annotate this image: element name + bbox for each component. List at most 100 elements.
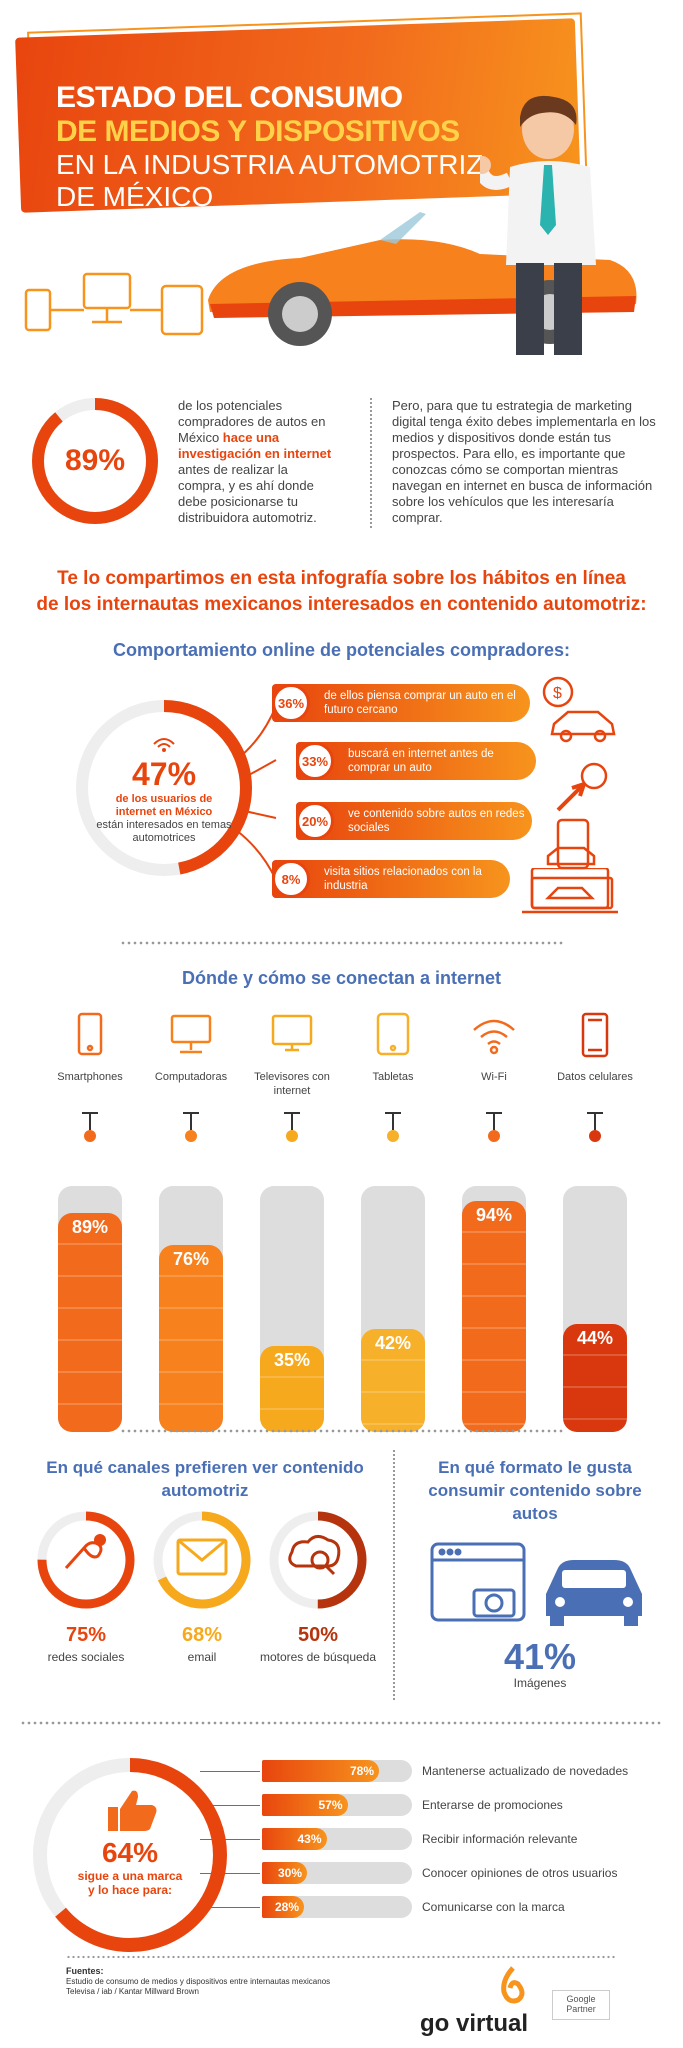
behavior-title: Comportamiento online de potenciales com… xyxy=(112,640,571,660)
bar-track xyxy=(563,1186,627,1432)
go-virtual-logo-mark xyxy=(501,1966,525,2004)
bar-track xyxy=(361,1186,425,1432)
behavior-pct-2: 33% xyxy=(296,742,334,780)
share-line-2: de los internautas mexicanos interesados… xyxy=(36,594,647,615)
behavior-item-2: buscará en internet antes de comprar un … xyxy=(296,742,536,780)
section-divider-1 xyxy=(120,940,563,946)
stat-64-content: 64% sigue a una marca y lo hace para: xyxy=(50,1775,210,1897)
bar xyxy=(361,1328,425,1432)
reason-bar: 78% xyxy=(262,1760,379,1782)
reason-connector xyxy=(200,1873,260,1874)
reason-connector xyxy=(200,1805,260,1806)
bar xyxy=(563,1323,627,1432)
channels-list: 75% redes sociales 68% email 50% motores de b… xyxy=(20,1510,390,1700)
connector-dot xyxy=(387,1130,399,1142)
reason-label: Conocer opiniones de otros usuarios xyxy=(422,1866,618,1880)
wifi-icon xyxy=(469,1010,519,1060)
source-2: Televisa / iab / Kantar Millward Brown xyxy=(66,1987,199,1996)
category-label: Tabletas xyxy=(372,1071,414,1083)
share-line-1: Te lo compartimos en esta infografía sob… xyxy=(57,568,626,589)
title-line-1: ESTADO DEL CONSUMO xyxy=(56,81,403,114)
reason-connector xyxy=(200,1907,260,1908)
stat-47-rest: están interesados en temas automotrices xyxy=(96,819,232,844)
svg-text:$: $ xyxy=(553,685,562,702)
category-label: Datos celulares xyxy=(557,1071,633,1083)
behavior-text-2: buscará en internet antes de comprar un … xyxy=(348,748,494,774)
intro-left-highlight: hace una investigación en internet xyxy=(178,430,332,461)
sources-title: Fuentes: xyxy=(66,1966,104,1976)
connection-bar-chart: Smartphones 89% Computadoras 76% Televisores… xyxy=(0,1000,683,1432)
reason-bar: 30% xyxy=(262,1862,307,1884)
connector-dot xyxy=(488,1130,500,1142)
connector-stem xyxy=(594,1112,596,1130)
bar-value-label: 42% xyxy=(374,1332,412,1353)
intro-left-post: antes de realizar la compra, y es ahí do… xyxy=(178,462,317,525)
category-label: Wi-Fi xyxy=(481,1071,507,1083)
bar-value-label: 44% xyxy=(576,1327,614,1348)
computer-icon xyxy=(166,1010,216,1060)
bar-value-label: 89% xyxy=(71,1217,109,1238)
stat-64-ring xyxy=(33,1758,227,1952)
reason-track: 57% xyxy=(262,1794,412,1816)
connector-dot xyxy=(286,1130,298,1142)
behavior-pct-1: 36% xyxy=(272,684,310,722)
reason-label: Enterarse de promociones xyxy=(422,1798,563,1812)
behavior-text-3: ve contenido sobre autos en redes social… xyxy=(348,808,525,834)
category-label: Smartphones xyxy=(57,1071,123,1083)
email-icon xyxy=(152,1510,252,1610)
bar xyxy=(260,1345,324,1432)
channel-pct: 50% xyxy=(297,1624,339,1646)
behavior-item-4: visita sitios relacionados con la indust… xyxy=(272,860,510,898)
format-label: Imágenes xyxy=(513,1676,567,1690)
channel-pct: 68% xyxy=(181,1624,223,1646)
tablet-icon xyxy=(368,1010,418,1060)
footer-sources: Fuentes: Estudio de consumo de medios y … xyxy=(66,1966,330,1997)
channel-pct: 75% xyxy=(65,1624,107,1646)
salesman-illustration xyxy=(480,95,596,355)
connector-stem xyxy=(392,1112,394,1130)
connector-stem xyxy=(190,1112,192,1130)
wifi-small-icon xyxy=(153,738,175,752)
behavior-bar-4: visita sitios relacionados con la indust… xyxy=(272,860,510,898)
channel-label: motores de búsqueda xyxy=(259,1650,377,1664)
format-title: En qué formato le gusta consumir conteni… xyxy=(428,1458,642,1523)
section-divider-3 xyxy=(20,1720,663,1726)
follow-reasons-chart: 78% Mantenerse actualizado de novedades 57… xyxy=(200,1760,670,1940)
behavior-connectors xyxy=(236,705,277,881)
bar xyxy=(58,1213,122,1432)
behavior-bar-2: buscará en internet antes de comprar un … xyxy=(296,742,536,780)
connector-stem xyxy=(89,1112,91,1130)
bar-track xyxy=(159,1186,223,1432)
search-cloud-icon xyxy=(268,1510,368,1610)
stat-64-value: 64% xyxy=(101,1837,159,1868)
go-virtual-logo: go virtual xyxy=(420,2010,529,2037)
stat-89-arc xyxy=(32,398,158,524)
reason-connector xyxy=(200,1771,260,1772)
bar-track xyxy=(260,1186,324,1432)
bar-value-label: 94% xyxy=(475,1204,513,1225)
connector-dot xyxy=(185,1130,197,1142)
reason-bar: 57% xyxy=(262,1794,348,1816)
stat-64-caption-1: sigue a una marca xyxy=(77,1869,183,1883)
bar xyxy=(462,1200,526,1432)
intro-right-text: Pero, para que tu estrategia de marketin… xyxy=(392,398,656,525)
reason-label: Comunicarse con la marca xyxy=(422,1900,565,1914)
category-label: Computadoras xyxy=(154,1071,228,1083)
cellular-data-icon xyxy=(570,1010,620,1060)
stat-89-value: 89% xyxy=(64,444,126,477)
laptop-car-icon-full xyxy=(522,868,618,914)
behavior-item-1: de ellos piensa comprar un auto en el fu… xyxy=(272,684,530,722)
stat-47-arc xyxy=(76,700,252,876)
reason-track: 30% xyxy=(262,1862,412,1884)
image-car-icon xyxy=(430,1542,642,1626)
reason-label: Recibir información relevante xyxy=(422,1832,578,1846)
car-dollar-icon: $ xyxy=(542,676,616,743)
bar-value-label: 76% xyxy=(172,1249,210,1270)
social-bird-icon xyxy=(36,1510,136,1610)
stat-47-content: 47% de los usuarios de internet en Méxic… xyxy=(96,720,232,856)
connector-dot xyxy=(84,1130,96,1142)
title-line-2: DE MEDIOS Y DISPOSITIVOS xyxy=(56,115,460,148)
channels-format-divider xyxy=(393,1450,395,1700)
connector-stem xyxy=(493,1112,495,1130)
bar xyxy=(159,1245,223,1432)
